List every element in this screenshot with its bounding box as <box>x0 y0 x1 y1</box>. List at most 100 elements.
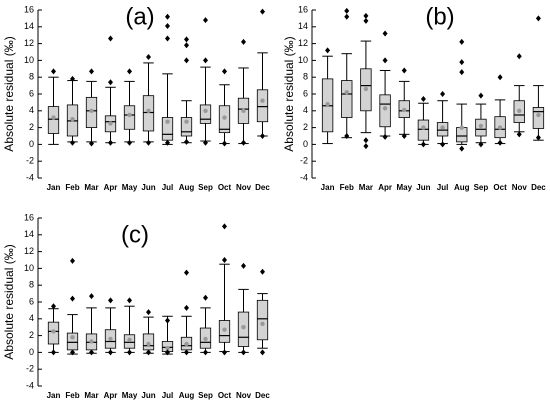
flier <box>108 79 113 86</box>
x-tick-label: Feb <box>340 183 354 192</box>
flier <box>70 295 75 302</box>
mean <box>89 339 94 344</box>
mean <box>260 98 265 103</box>
x-tick-label: Jan <box>321 183 335 192</box>
mean <box>146 341 151 347</box>
flier <box>222 257 227 263</box>
mean <box>363 86 369 92</box>
x-tick-label: Sep <box>198 183 213 192</box>
y-tick-label: 14 <box>24 229 34 239</box>
y-tick-label: 4 <box>303 105 308 115</box>
x-tick-label: Sep <box>474 183 489 192</box>
flier <box>440 91 446 97</box>
x-tick-label: Nov <box>236 391 252 400</box>
flier <box>127 139 132 146</box>
x-tick-label: Oct <box>218 183 232 192</box>
flier <box>344 13 350 20</box>
mean <box>440 125 445 130</box>
mean <box>459 125 464 130</box>
panel-label: (b) <box>425 3 454 30</box>
mean <box>241 325 246 330</box>
mean <box>421 125 426 130</box>
x-tick-label: Dec <box>531 183 546 192</box>
flier <box>146 54 151 61</box>
x-tick-label: Dec <box>255 391 270 400</box>
y-tick-label: 12 <box>24 246 34 256</box>
flier <box>325 47 331 54</box>
mean <box>51 329 56 334</box>
mean <box>70 117 75 122</box>
flier <box>222 68 227 75</box>
flier <box>70 139 75 146</box>
y-tick-label: 6 <box>303 88 308 98</box>
y-tick-label: -2 <box>26 156 34 166</box>
flier <box>363 12 369 19</box>
x-tick-label: Aug <box>454 183 470 192</box>
flier <box>70 257 75 264</box>
flier <box>535 134 541 141</box>
mean <box>89 108 94 114</box>
flier <box>382 57 388 64</box>
x-tick-label: Feb <box>65 391 79 400</box>
y-tick-label: 14 <box>24 21 34 31</box>
panel-label: (c) <box>121 221 149 248</box>
y-tick-label: -4 <box>300 172 308 182</box>
x-tick-label: May <box>396 183 412 192</box>
mean <box>127 112 132 118</box>
box <box>532 107 545 129</box>
flier <box>260 133 265 139</box>
flier <box>146 139 151 146</box>
flier <box>165 22 170 29</box>
y-tick-label: 14 <box>298 21 308 31</box>
y-tick-label: -4 <box>26 380 34 390</box>
x-tick-label: Apr <box>104 391 118 400</box>
mean <box>108 121 113 126</box>
y-tick-label: -4 <box>26 172 34 182</box>
flier <box>184 138 189 145</box>
y-tick-label: 0 <box>29 347 34 357</box>
y-tick-label: 2 <box>29 122 34 132</box>
mean <box>241 108 246 114</box>
panel-label: (a) <box>125 3 154 30</box>
y-tick-label: 4 <box>29 105 34 115</box>
x-tick-label: Dec <box>255 183 270 192</box>
flier <box>260 8 265 15</box>
y-tick-label: -2 <box>26 364 34 374</box>
flier <box>108 297 113 304</box>
y-tick-label: 12 <box>24 38 34 48</box>
x-tick-label: Sep <box>198 391 213 400</box>
flier <box>89 140 94 147</box>
mean <box>260 321 265 327</box>
flier <box>459 69 465 76</box>
flier <box>420 141 426 148</box>
flier <box>363 137 369 144</box>
mean <box>497 125 503 130</box>
flier <box>516 53 522 60</box>
flier <box>165 35 170 42</box>
flier <box>382 133 388 140</box>
x-tick-label: Aug <box>179 183 195 192</box>
x-tick-label: Apr <box>378 183 392 192</box>
flier <box>363 143 369 150</box>
flier <box>127 349 132 356</box>
x-tick-label: May <box>122 183 138 192</box>
box <box>47 106 60 134</box>
box <box>256 89 269 123</box>
flier <box>241 262 246 269</box>
flier <box>127 68 132 75</box>
flier <box>165 13 170 20</box>
y-tick-label: 0 <box>303 139 308 149</box>
mean <box>127 337 132 342</box>
flier <box>382 30 388 37</box>
y-axis-title: Absolute residual (‰) <box>2 244 16 359</box>
flier <box>497 74 503 81</box>
flier <box>535 15 541 22</box>
flier <box>363 17 369 24</box>
y-tick-label: 16 <box>298 4 308 14</box>
flier <box>203 139 208 146</box>
box <box>199 104 212 124</box>
x-tick-label: Jun <box>141 183 155 192</box>
x-tick-label: Mar <box>84 391 98 400</box>
flier <box>203 294 208 301</box>
